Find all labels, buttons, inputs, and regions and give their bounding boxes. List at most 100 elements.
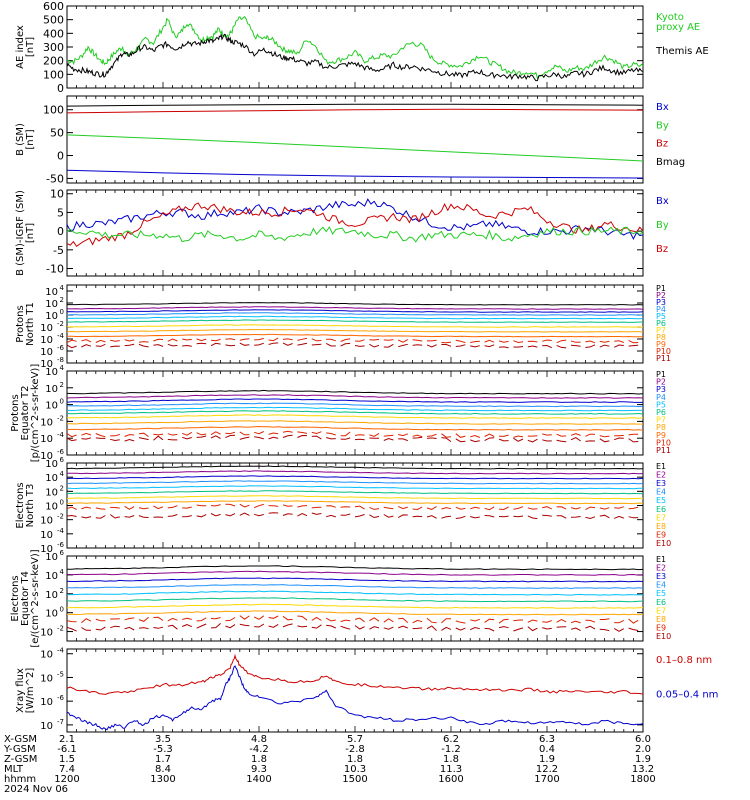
flux-line — [66, 333, 644, 338]
y-tick-label: 0 — [57, 82, 64, 95]
flux-line — [66, 319, 644, 323]
flux-line — [67, 504, 643, 510]
y-axis-label: Equator T4 — [20, 571, 31, 626]
y-tick-label: 10 — [45, 473, 58, 484]
footer-value: 1400 — [246, 774, 271, 785]
series-line — [66, 16, 644, 80]
flux-line — [66, 312, 644, 316]
y-tick-label: -2 — [57, 625, 64, 633]
flux-line — [67, 623, 643, 631]
footer-row-label: Z-GSM — [4, 754, 37, 765]
footer-value: 6.0 — [635, 734, 651, 745]
legend-entry: P4 — [656, 393, 666, 402]
legend-entry: E7 — [656, 513, 666, 522]
y-tick-label: -2 — [57, 513, 64, 521]
flux-line — [66, 485, 643, 490]
footer-value: 3.5 — [155, 734, 171, 745]
y-tick-label: 2 — [60, 587, 64, 595]
flux-line — [66, 306, 644, 310]
legend-entry: P6 — [656, 319, 666, 328]
y-tick-label: -8 — [57, 356, 64, 364]
y-tick-label: 0 — [60, 606, 64, 614]
y-tick-label: 10 — [45, 609, 58, 620]
series-line — [66, 103, 644, 107]
y-tick-label: 10 — [45, 287, 58, 298]
series-line — [66, 653, 644, 695]
footer-value: 6.3 — [539, 734, 555, 745]
y-axis-label: Xray flux — [15, 668, 26, 713]
legend-entry: P11 — [656, 446, 671, 455]
legend-entry: P10 — [656, 438, 671, 447]
flux-line — [67, 513, 643, 519]
y-tick-label: 10 — [45, 367, 58, 378]
y-tick-label: 10 — [40, 516, 53, 527]
y-tick-label: 10 — [40, 434, 53, 445]
flux-line — [66, 402, 644, 408]
footer-value: 13.2 — [632, 764, 654, 775]
legend-entry: P3 — [656, 385, 666, 394]
legend-entry: P1 — [656, 284, 666, 293]
y-tick-label: 10 — [40, 335, 53, 346]
y-tick-label: 100 — [43, 68, 64, 81]
legend-entry: 0.1–0.8 nm — [656, 655, 712, 666]
footer-value: 1800 — [630, 774, 655, 785]
y-tick-label: -2 — [57, 320, 64, 328]
flux-line — [67, 338, 643, 343]
flux-line — [66, 603, 644, 609]
y-tick-label: 4 — [60, 364, 65, 372]
y-tick-label: 10 — [45, 502, 58, 513]
footer-row-label: MLT — [4, 764, 24, 775]
y-tick-label: -6 — [57, 344, 65, 352]
legend-entry: By — [656, 220, 669, 231]
legend-entry: Kyoto — [656, 12, 684, 23]
flux-line — [66, 470, 644, 475]
legend-entry: E8 — [656, 522, 666, 531]
y-tick-label: 0 — [57, 225, 64, 238]
footer-row-label: X-GSM — [4, 734, 37, 745]
y-axis-label: North T3 — [25, 484, 36, 528]
y-tick-label: -4 — [57, 527, 65, 535]
legend-entry: P5 — [656, 400, 666, 409]
y-tick-label: 10 — [45, 459, 58, 470]
legend-entry: Bz — [656, 244, 668, 255]
y-tick-label: 400 — [43, 27, 64, 40]
flux-line — [66, 324, 644, 328]
flux-line — [66, 406, 643, 412]
footer-value: -2.8 — [345, 744, 365, 755]
y-tick-label: 10 — [45, 299, 58, 310]
footer-row-label: 2024 Nov 06 — [4, 784, 68, 795]
footer-value: 1.9 — [539, 754, 555, 765]
legend-entry: Themis AE — [655, 46, 709, 57]
y-tick-label: -6 — [57, 541, 65, 549]
y-axis-label: B (SM) — [15, 123, 26, 156]
y-tick-label: 10 — [40, 673, 53, 684]
y-tick-label: -4 — [57, 431, 65, 439]
y-tick-label: 10 — [45, 552, 58, 563]
y-tick-label: 0 — [57, 150, 64, 163]
y-tick-label: 10 — [40, 359, 53, 370]
legend-entry: P8 — [656, 423, 666, 432]
flux-line — [67, 565, 644, 571]
legend-entry: P4 — [656, 305, 666, 314]
flux-line — [66, 309, 644, 313]
footer-value: 11.3 — [440, 764, 462, 775]
legend-entry: E7 — [656, 606, 666, 615]
y-tick-label: -50 — [46, 172, 64, 185]
legend-entry: E9 — [656, 530, 666, 539]
footer-value: 8.4 — [155, 764, 171, 775]
y-axis-label: [e/(cm^2-s-sr-keV)] — [30, 549, 41, 647]
y-tick-label: -5 — [53, 244, 64, 257]
y-tick-label: 500 — [43, 14, 64, 27]
flux-line — [66, 414, 644, 419]
legend-entry: E2 — [656, 564, 666, 573]
legend-entry: E1 — [656, 555, 666, 564]
y-tick-label: 4 — [60, 470, 65, 478]
y-axis-label: Electrons — [10, 575, 21, 621]
legend-entry: P1 — [656, 370, 666, 379]
flux-line — [66, 389, 644, 395]
panel-frame — [66, 284, 644, 364]
y-tick-label: 10 — [40, 628, 53, 639]
legend-entry: 0.05–0.4 nm — [656, 690, 718, 701]
footer-value: 1200 — [54, 774, 79, 785]
flux-line — [67, 616, 643, 624]
